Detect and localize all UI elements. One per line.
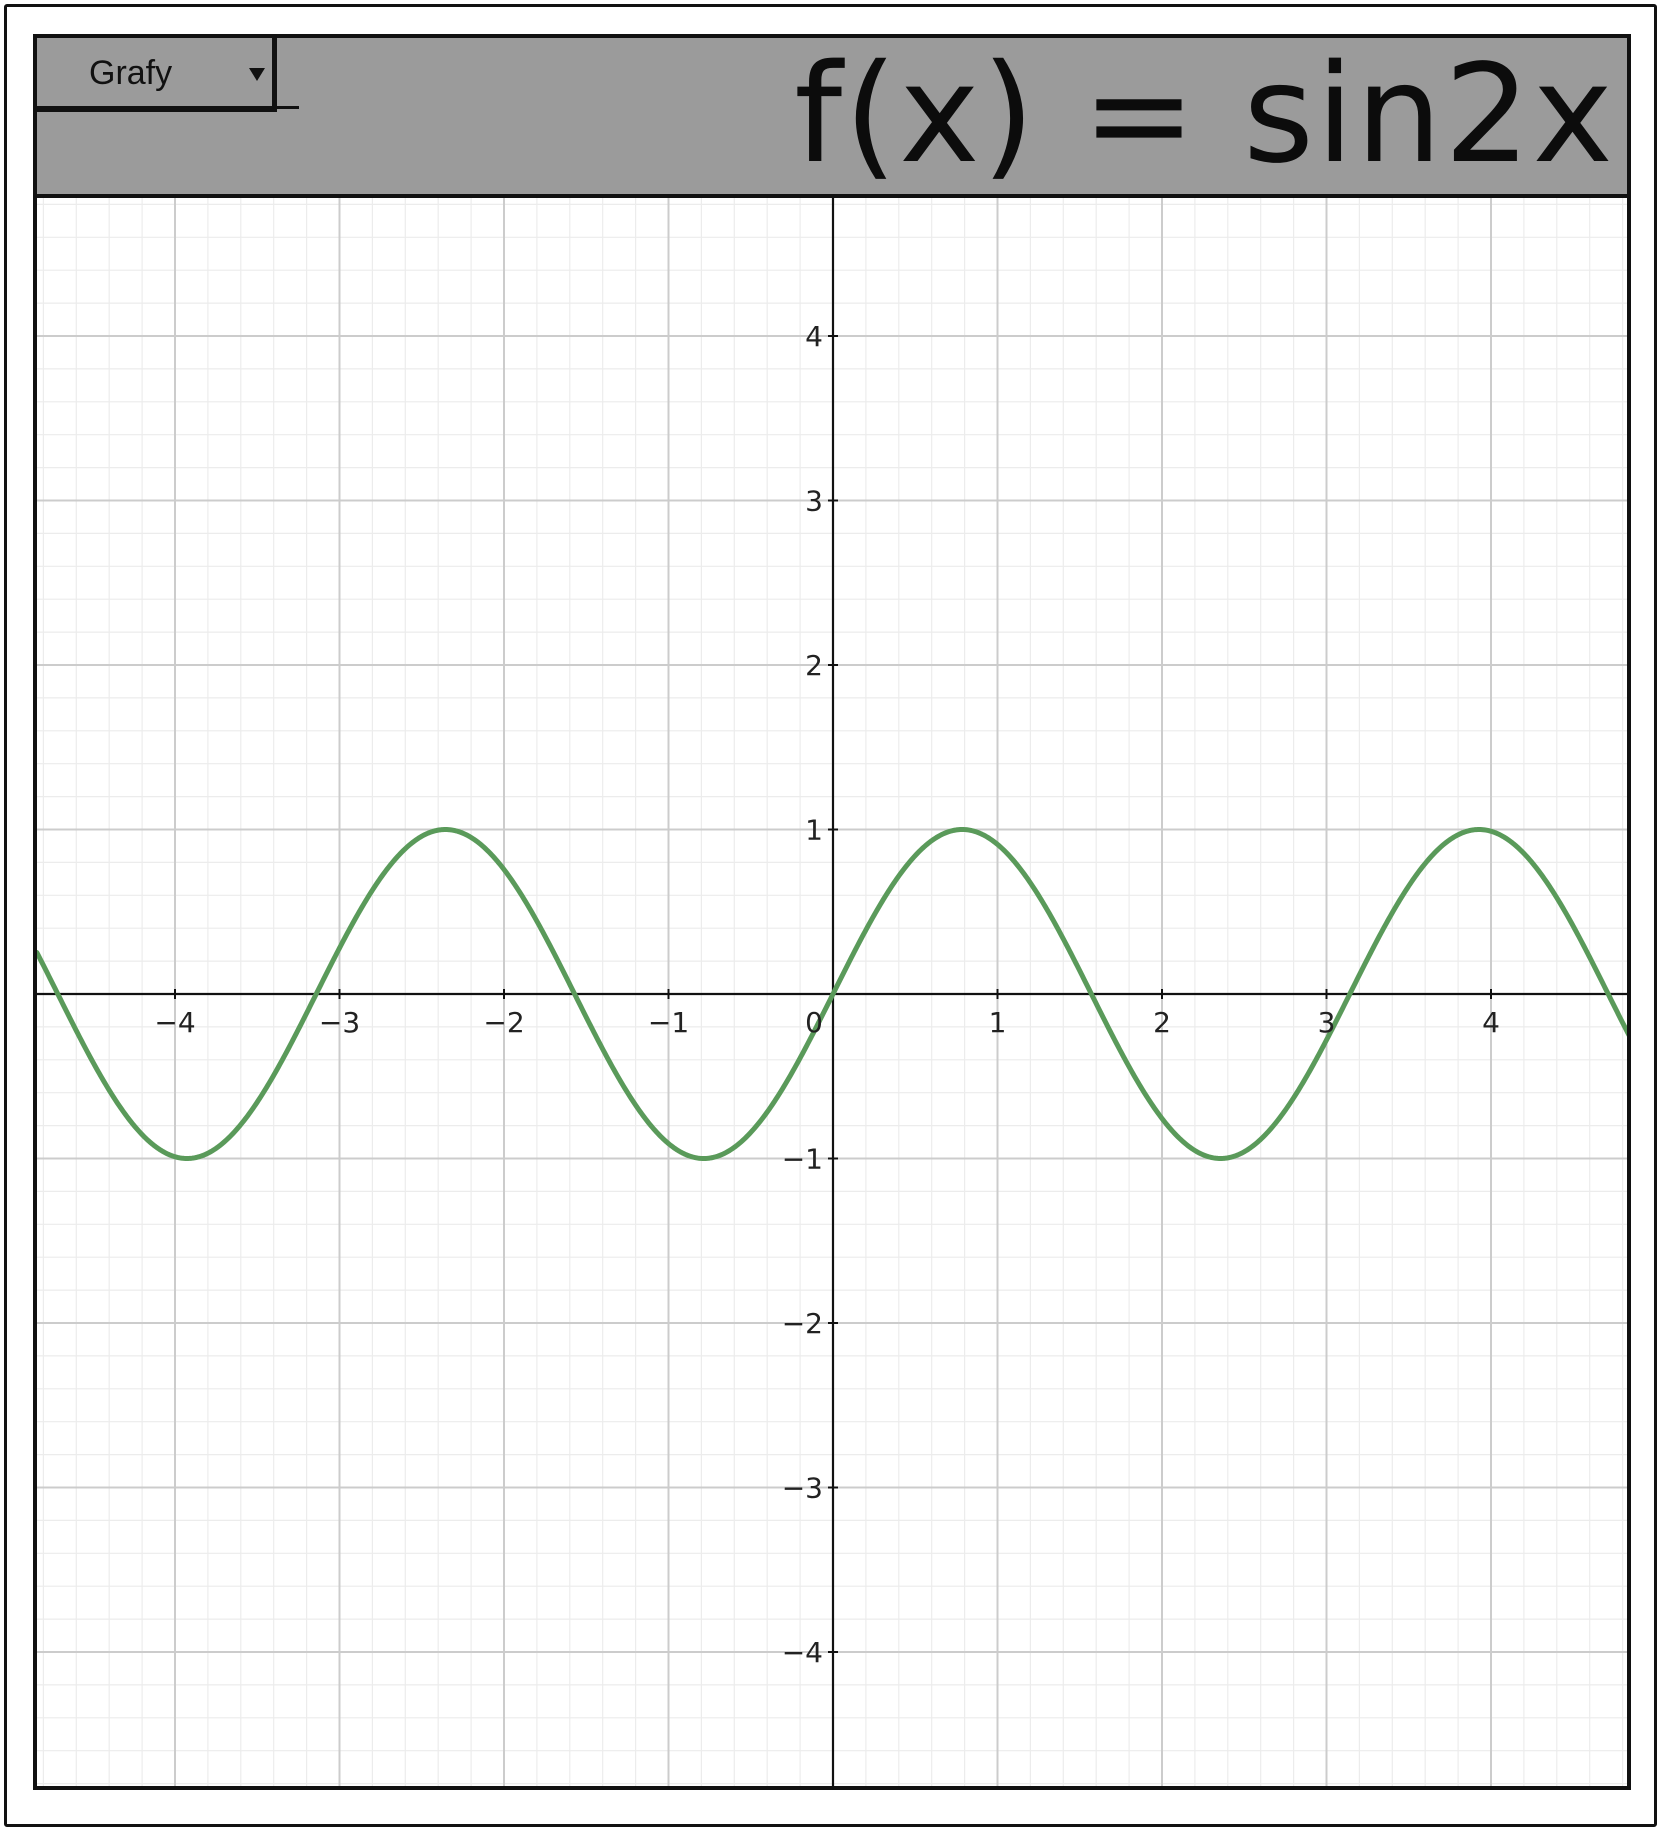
x-tick-label: −4 — [154, 1006, 195, 1039]
outer-frame — [4, 4, 1657, 1827]
chevron-down-icon — [249, 68, 265, 81]
y-tick-label: −2 — [782, 1307, 823, 1340]
tick-labels: −4 −3 −2 −1 1 2 3 4 4 3 2 1 −1 −2 −3 −4 0 — [154, 320, 1500, 1669]
curve-layer — [37, 827, 1627, 1161]
x-tick-label: 4 — [1482, 1006, 1500, 1039]
y-tick-label: 1 — [805, 814, 823, 847]
x-tick-label: 1 — [989, 1006, 1007, 1039]
x-tick-label: 3 — [1318, 1006, 1336, 1039]
y-tick-label: 4 — [805, 320, 823, 353]
y-tick-label: 3 — [805, 485, 823, 518]
x-tick-label: −3 — [319, 1006, 360, 1039]
y-tick-label: −3 — [782, 1472, 823, 1505]
function-title: f(x) = sin2x — [794, 36, 1615, 194]
x-tick-label: −2 — [483, 1006, 524, 1039]
function-plot[interactable]: −4 −3 −2 −1 1 2 3 4 4 3 2 1 −1 −2 −3 −4 0 — [37, 198, 1627, 1786]
origin-label: 0 — [805, 1006, 823, 1039]
minor-grid — [37, 198, 1627, 1786]
y-tick-label: 2 — [805, 649, 823, 682]
graph-area[interactable]: −4 −3 −2 −1 1 2 3 4 4 3 2 1 −1 −2 −3 −4 0 — [37, 198, 1627, 1786]
graphs-dropdown[interactable]: Grafy — [37, 38, 277, 112]
x-tick-label: 2 — [1153, 1006, 1171, 1039]
graphs-dropdown-label: Grafy — [89, 54, 173, 92]
y-tick-label: −1 — [782, 1143, 823, 1176]
x-tick-label: −1 — [648, 1006, 689, 1039]
header-bar: Grafy f(x) = sin2x — [37, 38, 1627, 198]
graph-app-window: Grafy f(x) = sin2x −4 −3 −2 −1 1 2 3 4 4 3 2 1 −1 −2−… — [33, 34, 1631, 1790]
sin-2x-curve — [37, 827, 1627, 1161]
y-tick-label: −4 — [782, 1636, 823, 1669]
dropdown-underline — [37, 106, 299, 109]
